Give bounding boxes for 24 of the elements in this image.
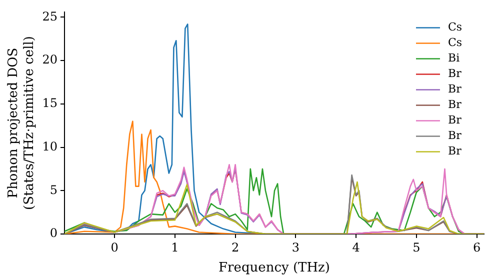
legend-label: Br [448, 129, 462, 142]
y-axis-title: Phonon projected DOS (States/THz·primitive cell) [6, 36, 37, 210]
legend-label: Cs [448, 36, 462, 50]
legend-label: Br [448, 98, 462, 112]
y-tick-label: 0 [50, 226, 58, 240]
legend-label: Bi [448, 52, 460, 65]
y-tick-label: 5 [50, 182, 58, 197]
x-tick-label: 2 [231, 240, 240, 254]
y-tick-label: 20 [42, 52, 58, 67]
x-axis-title: Frequency (THz) [218, 260, 330, 276]
y-tick-label: 25 [42, 9, 58, 24]
x-tick-label: 4 [352, 240, 360, 254]
x-tick-label: 1 [171, 240, 179, 254]
x-tick-label: 6 [472, 240, 481, 254]
x-tick-label: 3 [292, 240, 300, 254]
x-tick-label: 5 [412, 240, 420, 254]
legend-label: Br [448, 114, 462, 127]
legend-label: Br [448, 144, 462, 158]
x-tick-label: 0 [110, 240, 118, 254]
y-tick-label: 15 [42, 96, 58, 110]
legend-label: Cs [448, 20, 462, 34]
legend-label: Br [448, 82, 462, 96]
legend-label: Br [448, 67, 462, 80]
y-tick-label: 10 [42, 139, 58, 154]
